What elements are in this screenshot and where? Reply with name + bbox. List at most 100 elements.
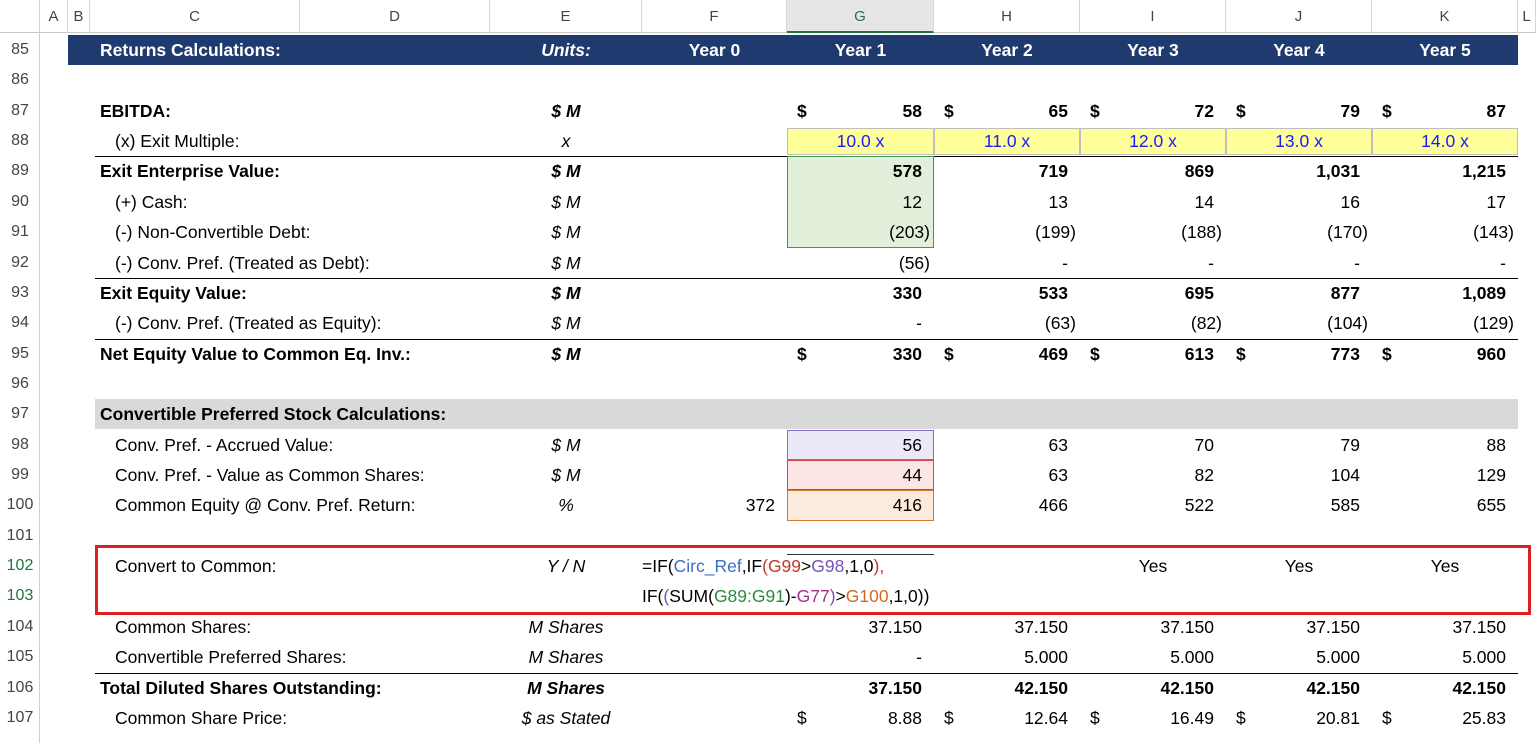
cell-highlight bbox=[787, 429, 934, 461]
formula-line: =IF(Circ_Ref,IF(G99>G98,1,0), bbox=[642, 551, 884, 581]
formula-token: =IF( bbox=[642, 556, 674, 577]
cell-value: 37.150 bbox=[1160, 616, 1214, 637]
input-cell bbox=[1226, 128, 1372, 156]
cell-value: Yes bbox=[1284, 556, 1314, 577]
row-number: 92 bbox=[11, 253, 29, 271]
row-number: 89 bbox=[11, 162, 29, 180]
cell-value: 8.88 bbox=[887, 707, 922, 728]
cell-value: 11.0 x bbox=[983, 131, 1031, 152]
row-label: Net Equity Value to Common Eq. Inv.: bbox=[100, 343, 411, 364]
formula-token: G100 bbox=[845, 586, 889, 607]
cell-value: Year 5 bbox=[1419, 40, 1471, 60]
units-label: $ M bbox=[551, 434, 581, 455]
cell-value: 5.000 bbox=[1170, 647, 1214, 668]
cell-value: (188) bbox=[1181, 222, 1222, 243]
cell-value: 42.150 bbox=[1452, 677, 1506, 698]
cell-value: 5.000 bbox=[1316, 647, 1360, 668]
cell-value: 372 bbox=[745, 495, 775, 516]
units-label: % bbox=[558, 495, 574, 516]
currency-sign: $ bbox=[1090, 707, 1100, 728]
cell-value: 13.0 x bbox=[1275, 131, 1323, 152]
units-label: Y / N bbox=[546, 556, 586, 577]
formula-token: SUM( bbox=[669, 586, 714, 607]
formula-edit-line bbox=[787, 554, 934, 556]
row-label: Conv. Pref. - Accrued Value: bbox=[115, 434, 334, 455]
cell-value: 533 bbox=[1038, 282, 1068, 303]
row-label: (x) Exit Multiple: bbox=[115, 131, 240, 152]
currency-sign: $ bbox=[797, 100, 807, 121]
units-label: $ M bbox=[551, 343, 581, 364]
row-number: 103 bbox=[6, 587, 34, 605]
cell-value: (199) bbox=[1035, 222, 1076, 243]
cell-value: Year 4 bbox=[1273, 40, 1325, 60]
cell-value: 1,089 bbox=[1462, 282, 1506, 303]
cell-value: 63 bbox=[1048, 434, 1068, 455]
row-number: 97 bbox=[11, 405, 29, 423]
cell-value: 79 bbox=[1340, 100, 1360, 121]
cell-value: 466 bbox=[1038, 495, 1068, 516]
highlight-box bbox=[95, 545, 1531, 615]
row-number: 86 bbox=[11, 71, 29, 89]
row-label: Common Share Price: bbox=[115, 707, 288, 728]
units-label: $ M bbox=[551, 252, 581, 273]
input-cell bbox=[934, 128, 1080, 156]
row-label: Exit Enterprise Value: bbox=[100, 161, 280, 182]
formula-line: IF((SUM(G89:G91)-G77)>G100,1,0)) bbox=[642, 581, 929, 611]
cell-value: - bbox=[1500, 252, 1506, 273]
cell-value: 695 bbox=[1184, 282, 1214, 303]
cell-value: 129 bbox=[1476, 465, 1506, 486]
cell-value: 20.81 bbox=[1316, 707, 1360, 728]
cell-value: 79 bbox=[1340, 434, 1360, 455]
cell-value: 13 bbox=[1048, 191, 1068, 212]
cell-value: - bbox=[1354, 252, 1360, 273]
row-label: Convertible Preferred Stock Calculations… bbox=[100, 404, 447, 425]
input-cell bbox=[1080, 128, 1226, 156]
formula-token: ( bbox=[663, 586, 670, 607]
row-number: 106 bbox=[6, 678, 34, 696]
row-number: 85 bbox=[11, 41, 29, 58]
cell-value: 42.150 bbox=[1014, 677, 1068, 698]
row-label: Common Shares: bbox=[115, 616, 252, 637]
cell-value: 416 bbox=[892, 495, 922, 516]
cell-value: 1,215 bbox=[1462, 161, 1506, 182]
cell-value: 522 bbox=[1184, 495, 1214, 516]
row-number: 95 bbox=[11, 344, 29, 362]
cell-value: 37.150 bbox=[1014, 616, 1068, 637]
units-label: x bbox=[561, 131, 571, 152]
cell-value: 5.000 bbox=[1462, 647, 1506, 668]
units-label: M Shares bbox=[527, 677, 605, 698]
column-header: L bbox=[1518, 0, 1536, 33]
row-header-strip bbox=[0, 33, 40, 743]
row-label: Convert to Common: bbox=[115, 556, 277, 577]
cell-value: (63) bbox=[1044, 313, 1076, 334]
cell-value: 14 bbox=[1194, 191, 1214, 212]
currency-sign: $ bbox=[1236, 100, 1246, 121]
cell-value: 10.0 x bbox=[836, 131, 885, 152]
currency-sign: $ bbox=[1382, 707, 1392, 728]
units-label: $ M bbox=[551, 100, 581, 121]
column-header: K bbox=[1372, 0, 1518, 33]
units-label: $ as Stated bbox=[521, 707, 611, 728]
cell-value: 70 bbox=[1194, 434, 1214, 455]
cell-value: Year 0 bbox=[688, 40, 741, 60]
row-label: Returns Calculations: bbox=[100, 40, 281, 60]
formula-token: ( bbox=[762, 556, 768, 577]
formula-token: ,1,0)) bbox=[888, 586, 930, 607]
cell-value: 12.64 bbox=[1024, 707, 1068, 728]
row-number: 90 bbox=[11, 192, 29, 210]
cell-value: 330 bbox=[892, 282, 922, 303]
formula-token: ,IF bbox=[741, 556, 763, 577]
cell-value: 37.150 bbox=[868, 616, 922, 637]
cell-value: - bbox=[1208, 252, 1214, 273]
column-header: G bbox=[787, 0, 934, 33]
cell-value: 37.150 bbox=[868, 677, 922, 698]
row-label: Convertible Preferred Shares: bbox=[115, 647, 347, 668]
cell-value: 869 bbox=[1184, 161, 1214, 182]
cell-value: (203) bbox=[889, 222, 930, 243]
column-header: H bbox=[934, 0, 1080, 33]
row-label: (-) Conv. Pref. (Treated as Debt): bbox=[115, 252, 370, 273]
cell-value: 960 bbox=[1476, 343, 1506, 364]
corner-cell bbox=[0, 0, 40, 33]
cell-value: Year 1 bbox=[834, 40, 887, 60]
